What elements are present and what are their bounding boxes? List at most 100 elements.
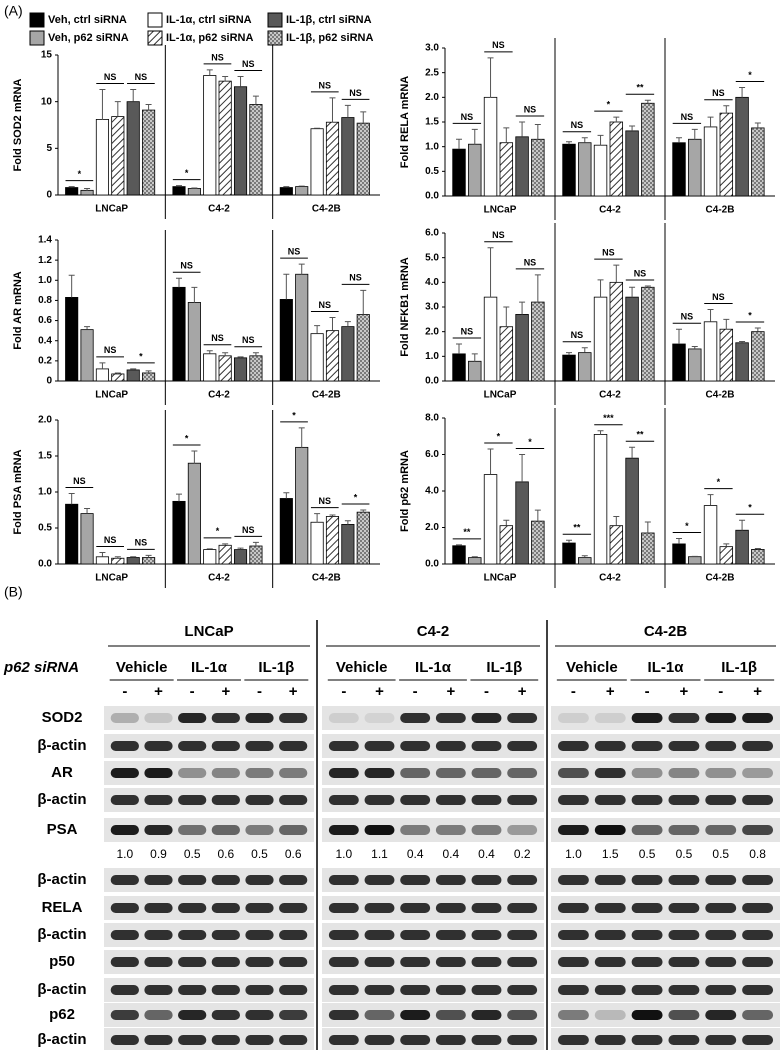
blot-band — [557, 1035, 589, 1045]
error-bar — [613, 516, 620, 526]
blot-band — [279, 985, 308, 995]
blot-strip — [551, 734, 780, 758]
y-tick-label: 3.0 — [425, 302, 439, 313]
error-bar — [676, 137, 683, 143]
error-bar — [581, 137, 588, 143]
y-tick-label: 0.0 — [425, 559, 439, 570]
error-bar — [298, 263, 305, 275]
significance-label: * — [685, 521, 689, 531]
blot-band — [471, 713, 502, 723]
bar — [356, 122, 370, 196]
blot-band — [471, 768, 502, 778]
error-bar — [145, 554, 152, 558]
treatment-label: IL-1α — [415, 659, 452, 676]
blot-band — [705, 957, 737, 967]
blot-band — [110, 1035, 139, 1045]
significance-label: ** — [573, 523, 581, 533]
blot-strip — [322, 1003, 544, 1027]
blot-band — [328, 795, 359, 805]
bar — [468, 557, 482, 565]
error-bar — [676, 537, 683, 544]
quantification: 0.5 — [712, 847, 729, 861]
error-bar — [68, 186, 75, 188]
bar — [203, 549, 217, 565]
bar — [452, 353, 466, 382]
error-bar — [314, 325, 321, 334]
quantification: 1.0 — [335, 847, 352, 861]
sign-label: + — [753, 683, 762, 700]
blot-strip — [322, 868, 544, 892]
treatment-label: IL-1α — [191, 659, 228, 676]
blot-band — [435, 825, 466, 835]
bar — [735, 96, 749, 197]
blot-strip — [322, 950, 544, 974]
blot-band — [668, 985, 700, 995]
blot-band — [435, 985, 466, 995]
bar — [562, 354, 576, 382]
blot-band — [668, 741, 700, 751]
legend-swatch — [29, 30, 45, 46]
blot-band — [668, 795, 700, 805]
bar — [187, 302, 201, 382]
bar — [279, 187, 293, 196]
error-bar — [691, 128, 698, 140]
blot-band — [668, 957, 700, 967]
blot-band — [110, 741, 139, 751]
significance-label: *** — [603, 413, 614, 423]
blot-band — [279, 930, 308, 940]
blot-band — [594, 768, 626, 778]
bar — [688, 138, 702, 197]
y-tick-label: 0.5 — [38, 523, 52, 534]
error-bar — [754, 547, 761, 550]
significance-label: * — [717, 477, 721, 487]
treatment-label: Vehicle — [336, 659, 388, 676]
blot-band — [178, 1035, 207, 1045]
blot-band — [279, 1035, 308, 1045]
blot-band — [742, 713, 774, 723]
significance-label: * — [292, 410, 296, 420]
error-bar — [456, 343, 463, 354]
legend-label: Veh, ctrl siRNA — [48, 14, 127, 26]
blot-band — [507, 957, 538, 967]
blot-band — [279, 957, 308, 967]
blot-band — [631, 875, 663, 885]
error-bar — [629, 125, 636, 131]
blot-band — [507, 930, 538, 940]
category-label: LNCaP — [95, 390, 128, 401]
cell-line-header: LNCaP — [184, 623, 233, 640]
bar — [452, 545, 466, 565]
bar — [609, 281, 624, 382]
y-tick-label: 6.0 — [425, 449, 439, 460]
blot-band — [594, 903, 626, 913]
bar — [233, 549, 248, 565]
blot-band — [400, 903, 431, 913]
significance-label: NS — [319, 496, 332, 506]
category-label: C4-2 — [208, 204, 230, 215]
significance-label: NS — [524, 104, 537, 114]
bar — [672, 343, 686, 382]
blot-band — [400, 1010, 431, 1020]
blot-strip — [104, 788, 314, 812]
error-bar — [503, 306, 510, 327]
blot-strip — [322, 896, 544, 920]
blot-band — [557, 713, 589, 723]
y-tick-label: 1.0 — [38, 275, 52, 286]
bar — [515, 481, 529, 565]
significance-label: NS — [288, 247, 301, 257]
error-bar — [360, 289, 367, 315]
y-axis-label: Fold AR mRNA — [12, 271, 24, 349]
bar — [341, 117, 355, 196]
error-bar — [84, 187, 91, 191]
bar — [483, 296, 498, 382]
treatment-label: IL-1α — [648, 659, 685, 676]
blot-band — [631, 825, 663, 835]
bar — [531, 520, 545, 565]
y-tick-label: 2.0 — [425, 326, 439, 337]
significance-label: * — [78, 169, 82, 179]
blot-band — [110, 768, 139, 778]
blot-band — [557, 795, 589, 805]
category-label: LNCaP — [95, 204, 128, 215]
blot-band — [594, 930, 626, 940]
row-label: PSA — [47, 821, 78, 838]
blot-band — [742, 795, 774, 805]
